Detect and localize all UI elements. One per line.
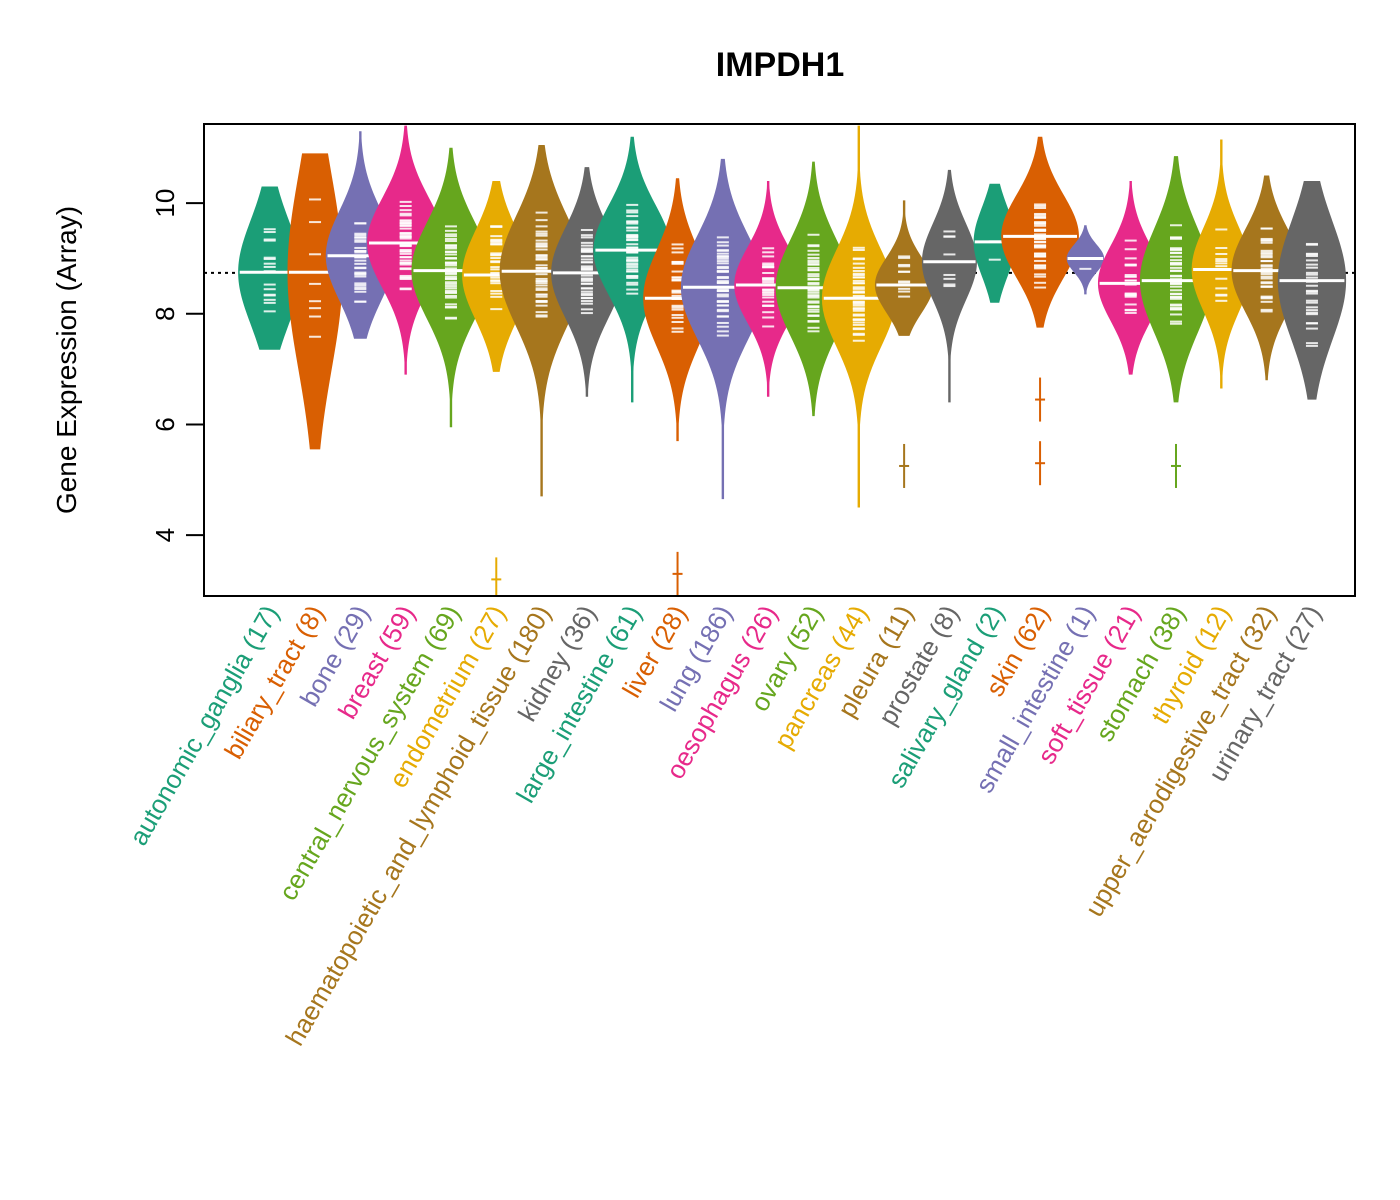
violin-stomach (1139, 156, 1213, 488)
violin-central-nervous-system (411, 147, 491, 428)
y-tick-label: 4 (150, 528, 180, 542)
violin-skin (1001, 136, 1079, 486)
y-tick-label: 8 (150, 307, 180, 321)
y-tick-label: 6 (150, 417, 180, 431)
violin-body (238, 186, 302, 350)
violin-lung (680, 158, 765, 500)
violin-autonomic-ganglia (238, 186, 302, 350)
violin-body (1097, 180, 1164, 375)
violin-upper-aerodigestive-tract (1231, 175, 1302, 381)
plot-area (204, 125, 1355, 596)
violin-body (680, 158, 765, 500)
violin-biliary-tract (287, 153, 343, 450)
violin-pancreas (821, 125, 896, 508)
y-axis-label: Gene Expression (Array) (51, 206, 82, 514)
plot-frame (203, 123, 1356, 597)
violin-body (1001, 136, 1079, 328)
violin-bone (325, 131, 395, 339)
violin-large-intestine (593, 136, 671, 403)
chart-title: IMPDH1 (716, 46, 844, 84)
violin-pleura (874, 200, 934, 488)
y-axis: 4 6 8 10 (150, 189, 204, 542)
violin-small-intestine (1066, 225, 1105, 295)
violin-prostate (921, 169, 977, 403)
violin-body (874, 200, 934, 336)
x-axis-labels: autonomic_ganglia (17)biliary_tract (8)b… (123, 600, 1327, 1051)
violin-breast (367, 125, 445, 375)
violin-soft-tissue (1097, 180, 1164, 375)
violin-haematopoietic-and-lymphoid-tissue (499, 145, 584, 497)
violin-urinary-tract (1277, 180, 1347, 400)
y-tick-label: 10 (150, 189, 180, 218)
violin-body (499, 145, 584, 497)
violin-ovary (775, 161, 852, 417)
